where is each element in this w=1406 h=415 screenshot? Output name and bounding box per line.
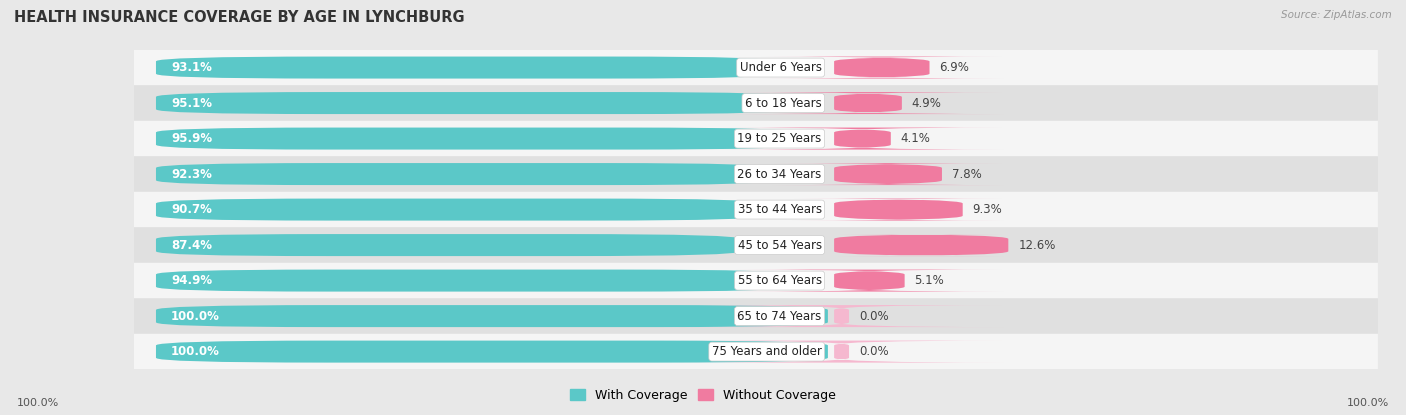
FancyBboxPatch shape — [679, 341, 1004, 363]
FancyBboxPatch shape — [156, 127, 800, 149]
Text: 93.1%: 93.1% — [172, 61, 212, 74]
Text: 95.1%: 95.1% — [172, 97, 212, 110]
Text: 45 to 54 Years: 45 to 54 Years — [738, 239, 821, 251]
Text: 94.9%: 94.9% — [172, 274, 212, 287]
FancyBboxPatch shape — [156, 234, 741, 256]
FancyBboxPatch shape — [733, 92, 1004, 114]
Text: 100.0%: 100.0% — [172, 345, 219, 358]
Text: HEALTH INSURANCE COVERAGE BY AGE IN LYNCHBURG: HEALTH INSURANCE COVERAGE BY AGE IN LYNC… — [14, 10, 465, 25]
FancyBboxPatch shape — [793, 198, 1004, 221]
Text: 4.9%: 4.9% — [912, 97, 942, 110]
Text: 100.0%: 100.0% — [172, 310, 219, 322]
FancyBboxPatch shape — [834, 234, 1008, 256]
Text: Under 6 Years: Under 6 Years — [740, 61, 821, 74]
Text: 55 to 64 Years: 55 to 64 Years — [738, 274, 821, 287]
Text: 100.0%: 100.0% — [1347, 398, 1389, 408]
Text: 87.4%: 87.4% — [172, 239, 212, 251]
Text: 90.7%: 90.7% — [172, 203, 212, 216]
FancyBboxPatch shape — [735, 270, 1004, 292]
Text: 6.9%: 6.9% — [939, 61, 969, 74]
FancyBboxPatch shape — [156, 198, 763, 221]
FancyBboxPatch shape — [156, 56, 780, 78]
Text: Source: ZipAtlas.com: Source: ZipAtlas.com — [1281, 10, 1392, 20]
Text: 9.3%: 9.3% — [973, 203, 1002, 216]
FancyBboxPatch shape — [156, 270, 793, 292]
FancyBboxPatch shape — [134, 156, 1378, 192]
FancyBboxPatch shape — [134, 227, 1378, 263]
Text: 6 to 18 Years: 6 to 18 Years — [745, 97, 821, 110]
Text: 26 to 34 Years: 26 to 34 Years — [737, 168, 821, 181]
Text: 0.0%: 0.0% — [859, 345, 889, 358]
FancyBboxPatch shape — [721, 127, 1004, 149]
Text: 4.1%: 4.1% — [901, 132, 931, 145]
FancyBboxPatch shape — [134, 121, 1378, 156]
Legend: With Coverage, Without Coverage: With Coverage, Without Coverage — [571, 389, 835, 402]
FancyBboxPatch shape — [134, 50, 1378, 85]
FancyBboxPatch shape — [772, 163, 1004, 185]
FancyBboxPatch shape — [156, 305, 828, 327]
Text: 92.3%: 92.3% — [172, 168, 212, 181]
FancyBboxPatch shape — [134, 263, 1378, 298]
FancyBboxPatch shape — [679, 305, 1004, 327]
FancyBboxPatch shape — [134, 334, 1378, 369]
FancyBboxPatch shape — [156, 341, 828, 363]
Text: 95.9%: 95.9% — [172, 132, 212, 145]
Text: 19 to 25 Years: 19 to 25 Years — [737, 132, 821, 145]
FancyBboxPatch shape — [134, 85, 1378, 121]
Text: 100.0%: 100.0% — [17, 398, 59, 408]
Text: 12.6%: 12.6% — [1018, 239, 1056, 251]
FancyBboxPatch shape — [134, 192, 1378, 227]
FancyBboxPatch shape — [156, 163, 775, 185]
Text: 7.8%: 7.8% — [952, 168, 981, 181]
Text: 0.0%: 0.0% — [859, 310, 889, 322]
FancyBboxPatch shape — [156, 92, 794, 114]
Text: 65 to 74 Years: 65 to 74 Years — [737, 310, 821, 322]
FancyBboxPatch shape — [134, 298, 1378, 334]
FancyBboxPatch shape — [759, 56, 1004, 78]
Text: 35 to 44 Years: 35 to 44 Years — [738, 203, 821, 216]
Text: 5.1%: 5.1% — [914, 274, 945, 287]
Text: 75 Years and older: 75 Years and older — [711, 345, 821, 358]
